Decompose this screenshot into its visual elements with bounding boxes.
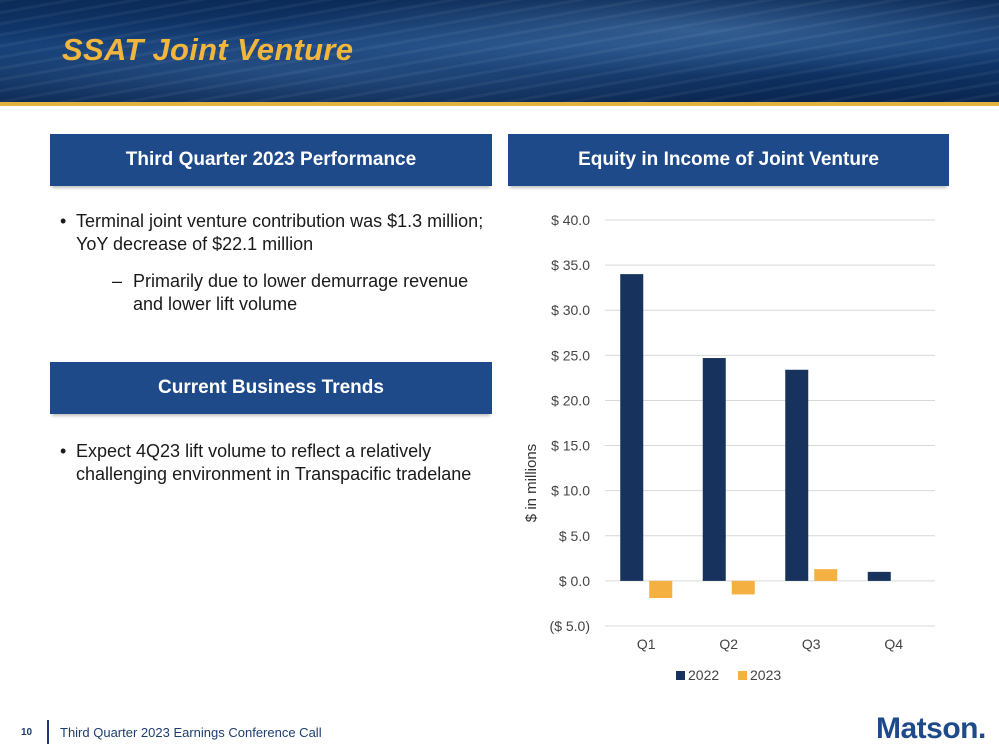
bar-2023-q2	[731, 580, 755, 595]
bar-2022-q3	[785, 369, 809, 581]
y-axis-ticks: ($ 5.0) $ 0.0 $ 5.0 $ 10.0 $ 15.0 $ 20.0 $ 25.…	[550, 212, 591, 634]
matson-logo: Matson.	[876, 712, 986, 745]
y-tick-label: $ 35.0	[551, 257, 590, 273]
legend-label-2023: 2023	[750, 667, 781, 683]
y-tick-label: $ 5.0	[559, 528, 590, 544]
page-number: 10	[21, 727, 33, 738]
y-tick-label: $ 30.0	[551, 302, 590, 318]
footer-divider	[47, 720, 49, 744]
y-tick-label: $ 40.0	[551, 212, 590, 228]
y-tick-label: $ 15.0	[551, 438, 590, 454]
legend-swatch-2023	[738, 671, 747, 680]
y-tick-label: $ 10.0	[551, 483, 590, 499]
y-tick-label: $ 20.0	[551, 392, 590, 408]
x-tick-label: Q4	[884, 636, 903, 652]
trends-bullet-1: Expect 4Q23 lift volume to reflect a rel…	[54, 440, 484, 486]
footer-text: Third Quarter 2023 Earnings Conference C…	[60, 725, 322, 740]
bars	[620, 274, 891, 599]
legend-label-2022: 2022	[688, 667, 719, 683]
x-tick-label: Q2	[719, 636, 738, 652]
y-axis-label: $ in millions	[523, 444, 540, 522]
performance-header: Third Quarter 2023 Performance	[50, 134, 492, 186]
legend-swatch-2022	[676, 671, 685, 680]
bar-2022-q1	[620, 274, 644, 581]
bar-2023-q3	[814, 569, 838, 581]
performance-sub-bullet-1: Primarily due to lower demurrage revenue…	[54, 270, 484, 316]
legend: 2022 2023	[676, 667, 781, 683]
chart-title-header: Equity in Income of Joint Venture	[508, 134, 949, 186]
x-axis-ticks: Q1 Q2 Q3 Q4	[637, 636, 903, 652]
title-banner	[0, 0, 999, 102]
y-tick-label: $ 0.0	[559, 573, 590, 589]
performance-bullet-1: Terminal joint venture contribution was …	[54, 210, 484, 256]
bar-2022-q4	[867, 571, 891, 581]
performance-bullets: Terminal joint venture contribution was …	[54, 210, 484, 316]
bar-2023-q1	[649, 580, 673, 599]
x-tick-label: Q1	[637, 636, 656, 652]
bar-2022-q2	[702, 358, 726, 581]
slide-title: SSAT Joint Venture	[62, 32, 354, 67]
trends-bullets: Expect 4Q23 lift volume to reflect a rel…	[54, 440, 484, 486]
trends-header: Current Business Trends	[50, 362, 492, 414]
x-tick-label: Q3	[802, 636, 821, 652]
y-tick-label: $ 25.0	[551, 347, 590, 363]
gridlines	[605, 219, 935, 627]
equity-income-chart: ($ 5.0) $ 0.0 $ 5.0 $ 10.0 $ 15.0 $ 20.0 $ 25.…	[523, 212, 935, 683]
y-tick-label: ($ 5.0)	[550, 618, 590, 634]
banner-accent-line	[0, 102, 999, 106]
